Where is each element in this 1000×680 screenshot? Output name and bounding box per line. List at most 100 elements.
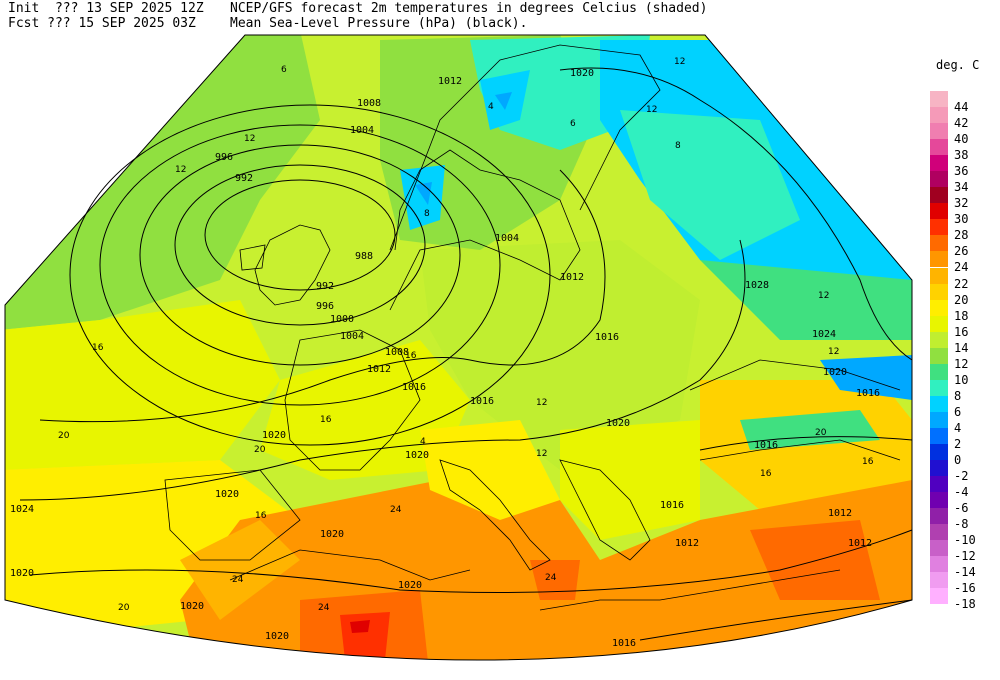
legend-entry: -6 [930,492,990,514]
legend-entry: 26 [930,235,990,257]
legend-label: -8 [954,517,969,532]
legend-label: -2 [954,469,969,484]
forecast-time: Fcst ??? 15 SEP 2025 03Z [8,16,196,31]
legend-entry: 14 [930,331,990,354]
isobar-label: 1012 [367,364,391,375]
legend-label: 28 [954,228,969,243]
isobar-label: 1020 [262,430,286,441]
legend-label: -10 [954,533,976,548]
legend-swatch [930,123,948,140]
isobar-label: 1016 [612,638,636,649]
legend-entry: 24 [930,251,990,273]
legend-label: 32 [954,196,969,211]
legend-swatch [930,267,948,284]
legend-swatch [930,395,948,412]
legend-entry: 20 [930,283,990,306]
temp-label: 12 [818,291,829,301]
isobar-label: 1004 [350,125,374,136]
legend-entry: 22 [930,267,990,290]
isobar-label: 988 [355,251,373,262]
legend-swatch [930,251,948,268]
legend-swatch [930,524,948,541]
legend-swatch [930,460,948,477]
isobar-label: 1012 [848,538,872,549]
temp-label: 12 [536,449,547,459]
temp-label: 8 [675,141,681,151]
isobar-label: 1028 [745,280,769,291]
temp-label: 24 [545,573,557,583]
legend-label: 10 [954,372,969,387]
temp-label: 24 [232,575,244,585]
isobar-label: 1020 [606,418,630,429]
isobar-label: 1016 [402,382,426,393]
legend-label: 42 [954,116,969,131]
isobar-label: 1020 [570,68,594,79]
legend-swatch [930,508,948,525]
legend-entry: -12 [930,540,990,562]
legend-entry: 10 [930,363,990,386]
legend-swatch [930,91,948,107]
legend-entry: -8 [930,508,990,530]
temp-label: 20 [118,603,130,613]
temp-label: 20 [815,428,827,438]
legend-label: -18 [954,597,976,612]
legend-label: 14 [954,340,969,355]
isobar-label: 992 [316,281,334,292]
temp-label: 12 [175,165,186,175]
legend-label: 40 [954,132,969,147]
legend-entry: -16 [930,572,990,594]
legend-label: 36 [954,164,969,179]
temp-label: 6 [281,65,287,75]
legend-label: 22 [954,276,969,291]
legend-swatch [930,572,948,589]
isobar-label: 1020 [405,450,429,461]
legend-swatch [930,476,948,493]
legend-swatch [930,427,948,444]
legend-entry: 44 [930,91,990,113]
temp-label: 12 [674,57,685,67]
isobar-label: 1012 [438,76,462,87]
legend-label: 2 [954,436,962,451]
legend-entry: 16 [930,315,990,338]
isobar-label: 992 [235,173,253,184]
legend-entry: -14 [930,556,990,578]
isobars [19,67,913,641]
legend-entry: 18 [930,299,990,322]
isobar-label: 1012 [560,272,584,283]
isobar-label: 1020 [398,580,422,591]
isobar-label: 1012 [828,508,852,519]
legend-entry: -18 [930,588,990,610]
temp-label: 16 [862,457,874,467]
legend-swatch [930,540,948,557]
temp-label: 12 [536,398,547,408]
legend-entry: 42 [930,107,990,129]
legend-label: 12 [954,356,969,371]
legend-swatch [930,588,948,605]
isobar-label: 1020 [265,631,289,642]
temp-label: 16 [760,469,772,479]
isobar-label: 1012 [675,538,699,549]
legend-label: 24 [954,260,969,275]
temp-label: 12 [244,134,255,144]
legend-entry: -2 [930,460,990,482]
legend-swatch [930,492,948,509]
legend-entry: 38 [930,139,990,161]
temp-label: 4 [488,102,494,112]
legend-swatch [930,219,948,236]
legend-swatch [930,379,948,396]
legend-entry: 34 [930,171,990,193]
legend-label: 34 [954,180,969,195]
legend-swatch [930,107,948,124]
isobar-label: 1020 [823,367,847,378]
isobar-label: 1016 [856,388,880,399]
legend-swatch [930,444,948,461]
isobar-label: 1000 [330,314,354,325]
legend-label: -4 [954,485,969,500]
legend-entry: 40 [930,123,990,145]
isobar-label: 1004 [340,331,364,342]
legend-entry: 0 [930,444,990,466]
legend-entry: 4 [930,411,990,434]
temp-label: 20 [58,431,70,441]
legend-entry: 2 [930,427,990,450]
isobar-label: 1020 [180,601,204,612]
